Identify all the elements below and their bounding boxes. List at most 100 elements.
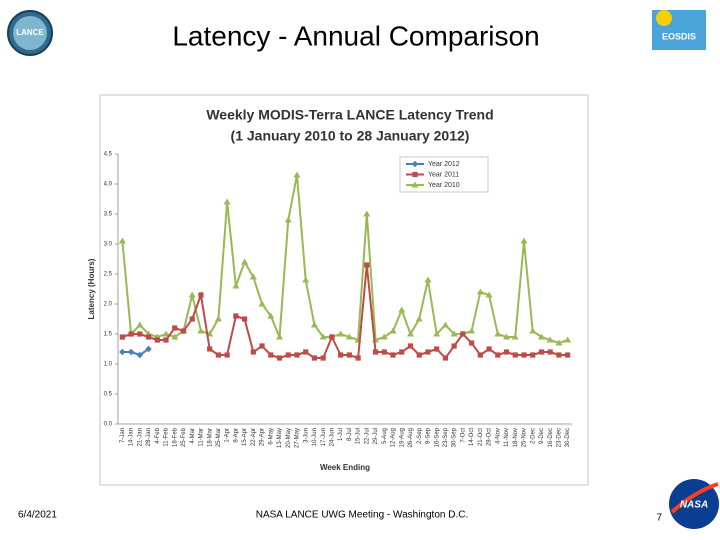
- y-tick-label: 1.0: [104, 362, 113, 368]
- data-point: [485, 291, 493, 298]
- x-tick-label: 8-Jul: [347, 428, 353, 441]
- data-point: [494, 330, 502, 337]
- x-tick-label: 11-Nov: [504, 428, 510, 447]
- data-point: [189, 316, 195, 322]
- legend-label: Year 2012: [428, 161, 460, 168]
- data-point: [372, 349, 379, 355]
- x-tick-label: 1-Apr: [225, 428, 231, 443]
- x-tick-label: 4-Feb: [155, 427, 161, 443]
- x-tick-label: 15-Apr: [242, 428, 248, 446]
- logo-swoosh: [670, 482, 719, 514]
- data-point: [154, 337, 160, 343]
- data-point: [162, 330, 170, 337]
- x-tick-label: 3-Jun: [303, 428, 309, 443]
- x-tick-label: 21-Jan: [137, 428, 143, 446]
- series-line: [122, 264, 568, 360]
- data-point: [232, 282, 240, 289]
- data-point: [476, 288, 484, 295]
- data-point: [136, 321, 144, 328]
- x-tick-label: 18-Nov: [513, 428, 519, 447]
- data-point: [486, 346, 492, 352]
- data-point: [118, 237, 126, 244]
- x-tick-label: 10-Jun: [312, 428, 318, 446]
- y-tick-label: 4.0: [104, 182, 113, 188]
- x-tick-label: 7-Jan: [120, 428, 126, 443]
- data-point: [319, 333, 327, 340]
- data-point: [145, 334, 152, 340]
- data-point: [468, 327, 476, 334]
- data-point: [259, 343, 265, 349]
- x-tick-label: 28-Oct: [487, 428, 493, 446]
- series-line: [121, 174, 568, 345]
- x-tick-label: 29-Jul: [373, 428, 379, 444]
- x-tick-label: 25-Mar: [216, 428, 222, 447]
- data-point: [320, 355, 326, 361]
- data-point: [520, 237, 528, 244]
- data-point: [284, 216, 292, 223]
- data-point: [267, 312, 275, 319]
- data-point: [241, 316, 248, 322]
- data-point: [556, 352, 562, 358]
- data-point: [477, 352, 483, 358]
- x-tick-label: 18-Feb: [172, 427, 178, 447]
- y-tick-label: 3.0: [104, 242, 113, 248]
- data-point: [538, 349, 545, 355]
- data-point: [172, 325, 178, 331]
- data-point: [294, 352, 300, 358]
- data-point: [136, 351, 144, 359]
- data-point: [145, 345, 152, 353]
- slide-footer: NASA LANCE UWG Meeting - Washington D.C.: [256, 510, 468, 521]
- x-tick-label: 8-Apr: [233, 428, 239, 443]
- data-point: [390, 352, 396, 358]
- x-tick-label: 28-Jan: [146, 428, 152, 446]
- data-point: [241, 258, 249, 265]
- slide-date: 6/4/2021: [18, 510, 57, 521]
- y-axis-label: Latency (Hours): [87, 258, 96, 319]
- data-point: [389, 327, 397, 334]
- legend-label: Year 2011: [428, 171, 459, 178]
- data-point: [329, 334, 335, 340]
- logo-inner: [13, 16, 47, 50]
- x-tick-label: 9-Sep: [426, 427, 432, 444]
- x-tick-label: 13-May: [277, 428, 283, 448]
- data-point: [451, 343, 457, 349]
- data-point: [381, 349, 387, 355]
- logo-text: EOSDIS: [662, 31, 696, 41]
- legend-marker: [411, 181, 419, 188]
- data-point: [398, 306, 406, 313]
- data-point: [406, 330, 414, 337]
- data-point: [310, 321, 318, 328]
- data-point: [302, 276, 310, 283]
- data-point: [197, 327, 205, 334]
- data-point: [171, 333, 179, 340]
- y-tick-label: 1.5: [104, 332, 113, 338]
- chart-subtitle: (1 January 2010 to 28 January 2012): [231, 128, 470, 144]
- x-tick-label: 22-Jul: [364, 428, 370, 444]
- data-point: [163, 337, 169, 343]
- data-point: [530, 352, 536, 358]
- data-point: [337, 330, 345, 337]
- x-tick-label: 7-Oct: [460, 428, 466, 443]
- y-tick-label: 0.5: [104, 392, 113, 398]
- y-tick-label: 0.0: [104, 422, 113, 428]
- x-tick-label: 21-Oct: [478, 428, 484, 446]
- y-tick-label: 2.0: [104, 302, 113, 308]
- y-tick-label: 2.5: [104, 272, 113, 278]
- data-point: [223, 198, 231, 205]
- data-point: [214, 315, 222, 322]
- logo-sun: [656, 10, 672, 26]
- x-tick-label: 30-Dec: [565, 428, 571, 447]
- data-point: [565, 352, 571, 358]
- legend-label: Year 2010: [428, 182, 460, 189]
- legend-marker: [411, 160, 419, 168]
- data-point: [224, 352, 230, 358]
- data-point: [268, 352, 274, 358]
- data-point: [416, 352, 422, 358]
- data-point: [363, 210, 371, 217]
- data-point: [460, 331, 466, 337]
- data-point: [258, 300, 266, 307]
- x-tick-label: 18-Mar: [207, 428, 213, 447]
- x-tick-label: 22-Apr: [251, 428, 257, 446]
- x-tick-label: 16-Dec: [548, 428, 554, 447]
- x-tick-label: 16-Sep: [434, 427, 440, 447]
